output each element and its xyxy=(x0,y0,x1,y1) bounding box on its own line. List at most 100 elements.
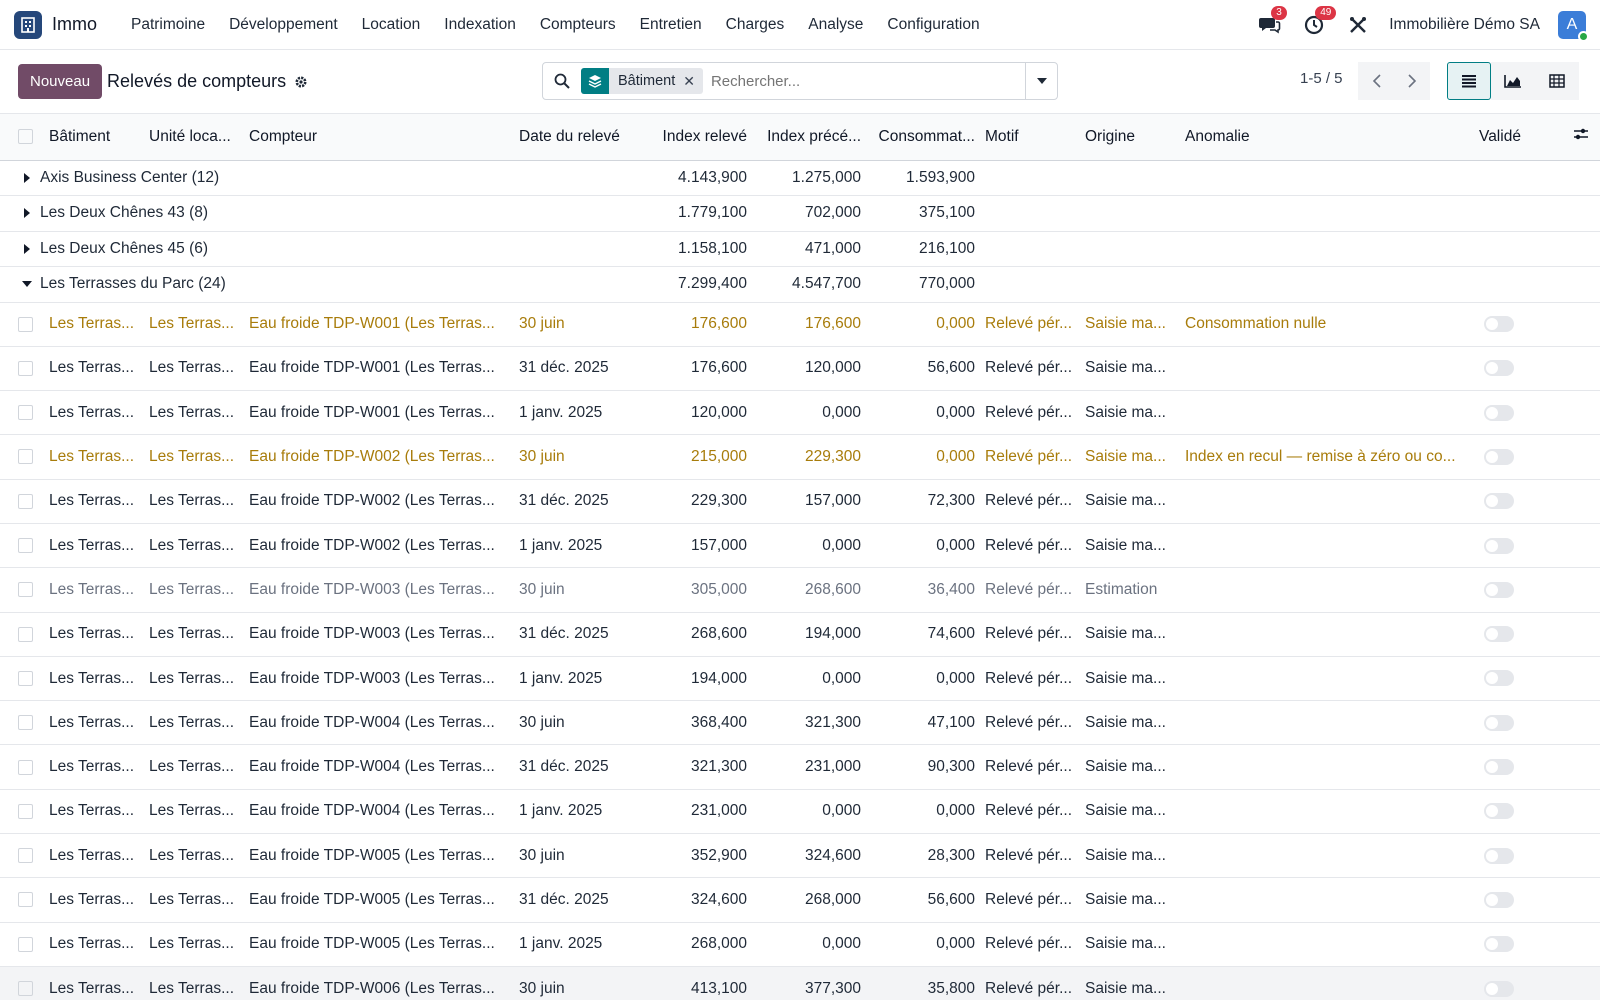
row-select-cell[interactable] xyxy=(0,390,44,436)
search-icon[interactable] xyxy=(543,73,581,89)
row-checkbox[interactable] xyxy=(18,538,33,554)
table-row[interactable]: Les Terras... Les Terras... Eau froide T… xyxy=(0,390,1600,436)
validated-toggle[interactable] xyxy=(1484,670,1514,687)
col-index-releve[interactable]: Index relevé xyxy=(634,114,752,161)
row-select-cell[interactable] xyxy=(0,789,44,835)
table-row[interactable]: Les Terras... Les Terras... Eau froide T… xyxy=(0,567,1600,613)
pager-next-button[interactable] xyxy=(1394,62,1430,100)
table-row[interactable]: Les Terras... Les Terras... Eau froide T… xyxy=(0,479,1600,524)
row-checkbox[interactable] xyxy=(18,892,33,908)
col-date-releve[interactable]: Date du relevé xyxy=(514,114,634,161)
search-options-toggle[interactable] xyxy=(1025,63,1057,99)
row-checkbox[interactable] xyxy=(18,449,33,465)
select-all-cell[interactable] xyxy=(0,114,44,161)
gear-icon[interactable] xyxy=(294,75,308,89)
row-select-cell[interactable] xyxy=(0,833,44,879)
row-checkbox[interactable] xyxy=(18,803,33,819)
pager-previous-button[interactable] xyxy=(1358,62,1394,100)
graph-view-button[interactable] xyxy=(1491,62,1535,100)
row-checkbox[interactable] xyxy=(18,981,33,996)
col-compteur[interactable]: Compteur xyxy=(244,114,514,161)
row-select-cell[interactable] xyxy=(0,922,44,967)
col-unite-locative[interactable]: Unité loca... xyxy=(144,114,244,161)
validated-toggle[interactable] xyxy=(1484,980,1514,997)
list-view-button[interactable] xyxy=(1447,62,1491,100)
menu-item-configuration[interactable]: Configuration xyxy=(887,15,980,33)
table-row[interactable]: Les Terras... Les Terras... Eau froide T… xyxy=(0,346,1600,392)
group-row[interactable]: Les Terrasses du Parc (24) 7.299,400 4.5… xyxy=(0,266,1600,303)
validated-toggle[interactable] xyxy=(1484,360,1514,377)
table-row[interactable]: Les Terras... Les Terras... Eau froide T… xyxy=(0,523,1600,569)
menu-item-location[interactable]: Location xyxy=(361,15,421,33)
col-origine[interactable]: Origine xyxy=(1080,114,1180,161)
row-select-cell[interactable] xyxy=(0,523,44,569)
validated-toggle[interactable] xyxy=(1484,316,1514,333)
row-checkbox[interactable] xyxy=(18,848,33,864)
table-row[interactable]: Les Terras... Les Terras... Eau froide T… xyxy=(0,833,1600,879)
app-name[interactable]: Immo xyxy=(52,14,97,34)
validated-toggle[interactable] xyxy=(1484,581,1514,598)
row-select-cell[interactable] xyxy=(0,302,44,347)
row-checkbox[interactable] xyxy=(18,493,33,509)
table-row[interactable]: Les Terras... Les Terras... Eau froide T… xyxy=(0,966,1600,1000)
validated-toggle[interactable] xyxy=(1484,847,1514,864)
row-select-cell[interactable] xyxy=(0,656,44,702)
col-anomalie[interactable]: Anomalie xyxy=(1180,114,1474,161)
table-row[interactable]: Les Terras... Les Terras... Eau froide T… xyxy=(0,656,1600,702)
col-motif[interactable]: Motif xyxy=(980,114,1080,161)
row-checkbox[interactable] xyxy=(18,316,33,332)
row-select-cell[interactable] xyxy=(0,700,44,746)
messaging-button[interactable]: 3 xyxy=(1257,5,1287,38)
optional-columns-toggle[interactable] xyxy=(1568,114,1600,161)
table-row[interactable]: Les Terras... Les Terras... Eau froide T… xyxy=(0,700,1600,746)
table-row[interactable]: Les Terras... Les Terras... Eau froide T… xyxy=(0,789,1600,835)
debug-tools-button[interactable] xyxy=(1345,12,1371,38)
validated-toggle[interactable] xyxy=(1484,803,1514,820)
validated-toggle[interactable] xyxy=(1484,936,1514,953)
menu-item-charges[interactable]: Charges xyxy=(725,15,785,33)
validated-toggle[interactable] xyxy=(1484,714,1514,731)
col-valide[interactable]: Validé xyxy=(1474,114,1568,161)
row-checkbox[interactable] xyxy=(18,582,33,598)
app-building-icon[interactable] xyxy=(14,10,42,39)
row-checkbox[interactable] xyxy=(18,715,33,731)
menu-item-indexation[interactable]: Indexation xyxy=(444,15,516,33)
menu-item-analyse[interactable]: Analyse xyxy=(808,15,864,33)
group-row[interactable]: Axis Business Center (12) 4.143,900 1.27… xyxy=(0,160,1600,196)
validated-toggle[interactable] xyxy=(1484,537,1514,554)
col-consommation[interactable]: Consommat... xyxy=(866,114,980,161)
menu-item-patrimoine[interactable]: Patrimoine xyxy=(131,15,206,33)
new-button[interactable]: Nouveau xyxy=(18,64,103,99)
group-row[interactable]: Les Deux Chênes 43 (8) 1.779,100 702,000… xyxy=(0,195,1600,232)
table-row[interactable]: Les Terras... Les Terras... Eau froide T… xyxy=(0,877,1600,923)
validated-toggle[interactable] xyxy=(1484,626,1514,643)
col-index-precedent[interactable]: Index précé... xyxy=(752,114,866,161)
table-row[interactable]: Les Terras... Les Terras... Eau froide T… xyxy=(0,302,1600,347)
validated-toggle[interactable] xyxy=(1484,493,1514,510)
menu-item-compteurs[interactable]: Compteurs xyxy=(539,15,616,33)
row-select-cell[interactable] xyxy=(0,479,44,524)
search-input[interactable] xyxy=(710,72,1025,90)
company-switcher[interactable]: Immobilière Démo SA xyxy=(1389,15,1540,33)
row-select-cell[interactable] xyxy=(0,612,44,657)
row-checkbox[interactable] xyxy=(18,759,33,775)
row-select-cell[interactable] xyxy=(0,966,44,1000)
row-select-cell[interactable] xyxy=(0,744,44,790)
validated-toggle[interactable] xyxy=(1484,404,1514,421)
table-row[interactable]: Les Terras... Les Terras... Eau froide T… xyxy=(0,922,1600,967)
activities-button[interactable]: 49 xyxy=(1301,5,1337,38)
row-checkbox[interactable] xyxy=(18,405,33,421)
row-checkbox[interactable] xyxy=(18,626,33,642)
pager-value[interactable]: 1-5 / 5 xyxy=(1300,70,1343,87)
user-avatar[interactable]: A xyxy=(1558,10,1589,42)
menu-item-entretien[interactable]: Entretien xyxy=(639,15,702,33)
group-row[interactable]: Les Deux Chênes 45 (6) 1.158,100 471,000… xyxy=(0,231,1600,267)
table-row[interactable]: Les Terras... Les Terras... Eau froide T… xyxy=(0,744,1600,790)
row-select-cell[interactable] xyxy=(0,567,44,613)
menu-item-developpement[interactable]: Développement xyxy=(229,15,338,33)
validated-toggle[interactable] xyxy=(1484,448,1514,465)
row-checkbox[interactable] xyxy=(18,670,33,686)
validated-toggle[interactable] xyxy=(1484,891,1514,908)
table-row[interactable]: Les Terras... Les Terras... Eau froide T… xyxy=(0,434,1600,480)
row-select-cell[interactable] xyxy=(0,434,44,480)
